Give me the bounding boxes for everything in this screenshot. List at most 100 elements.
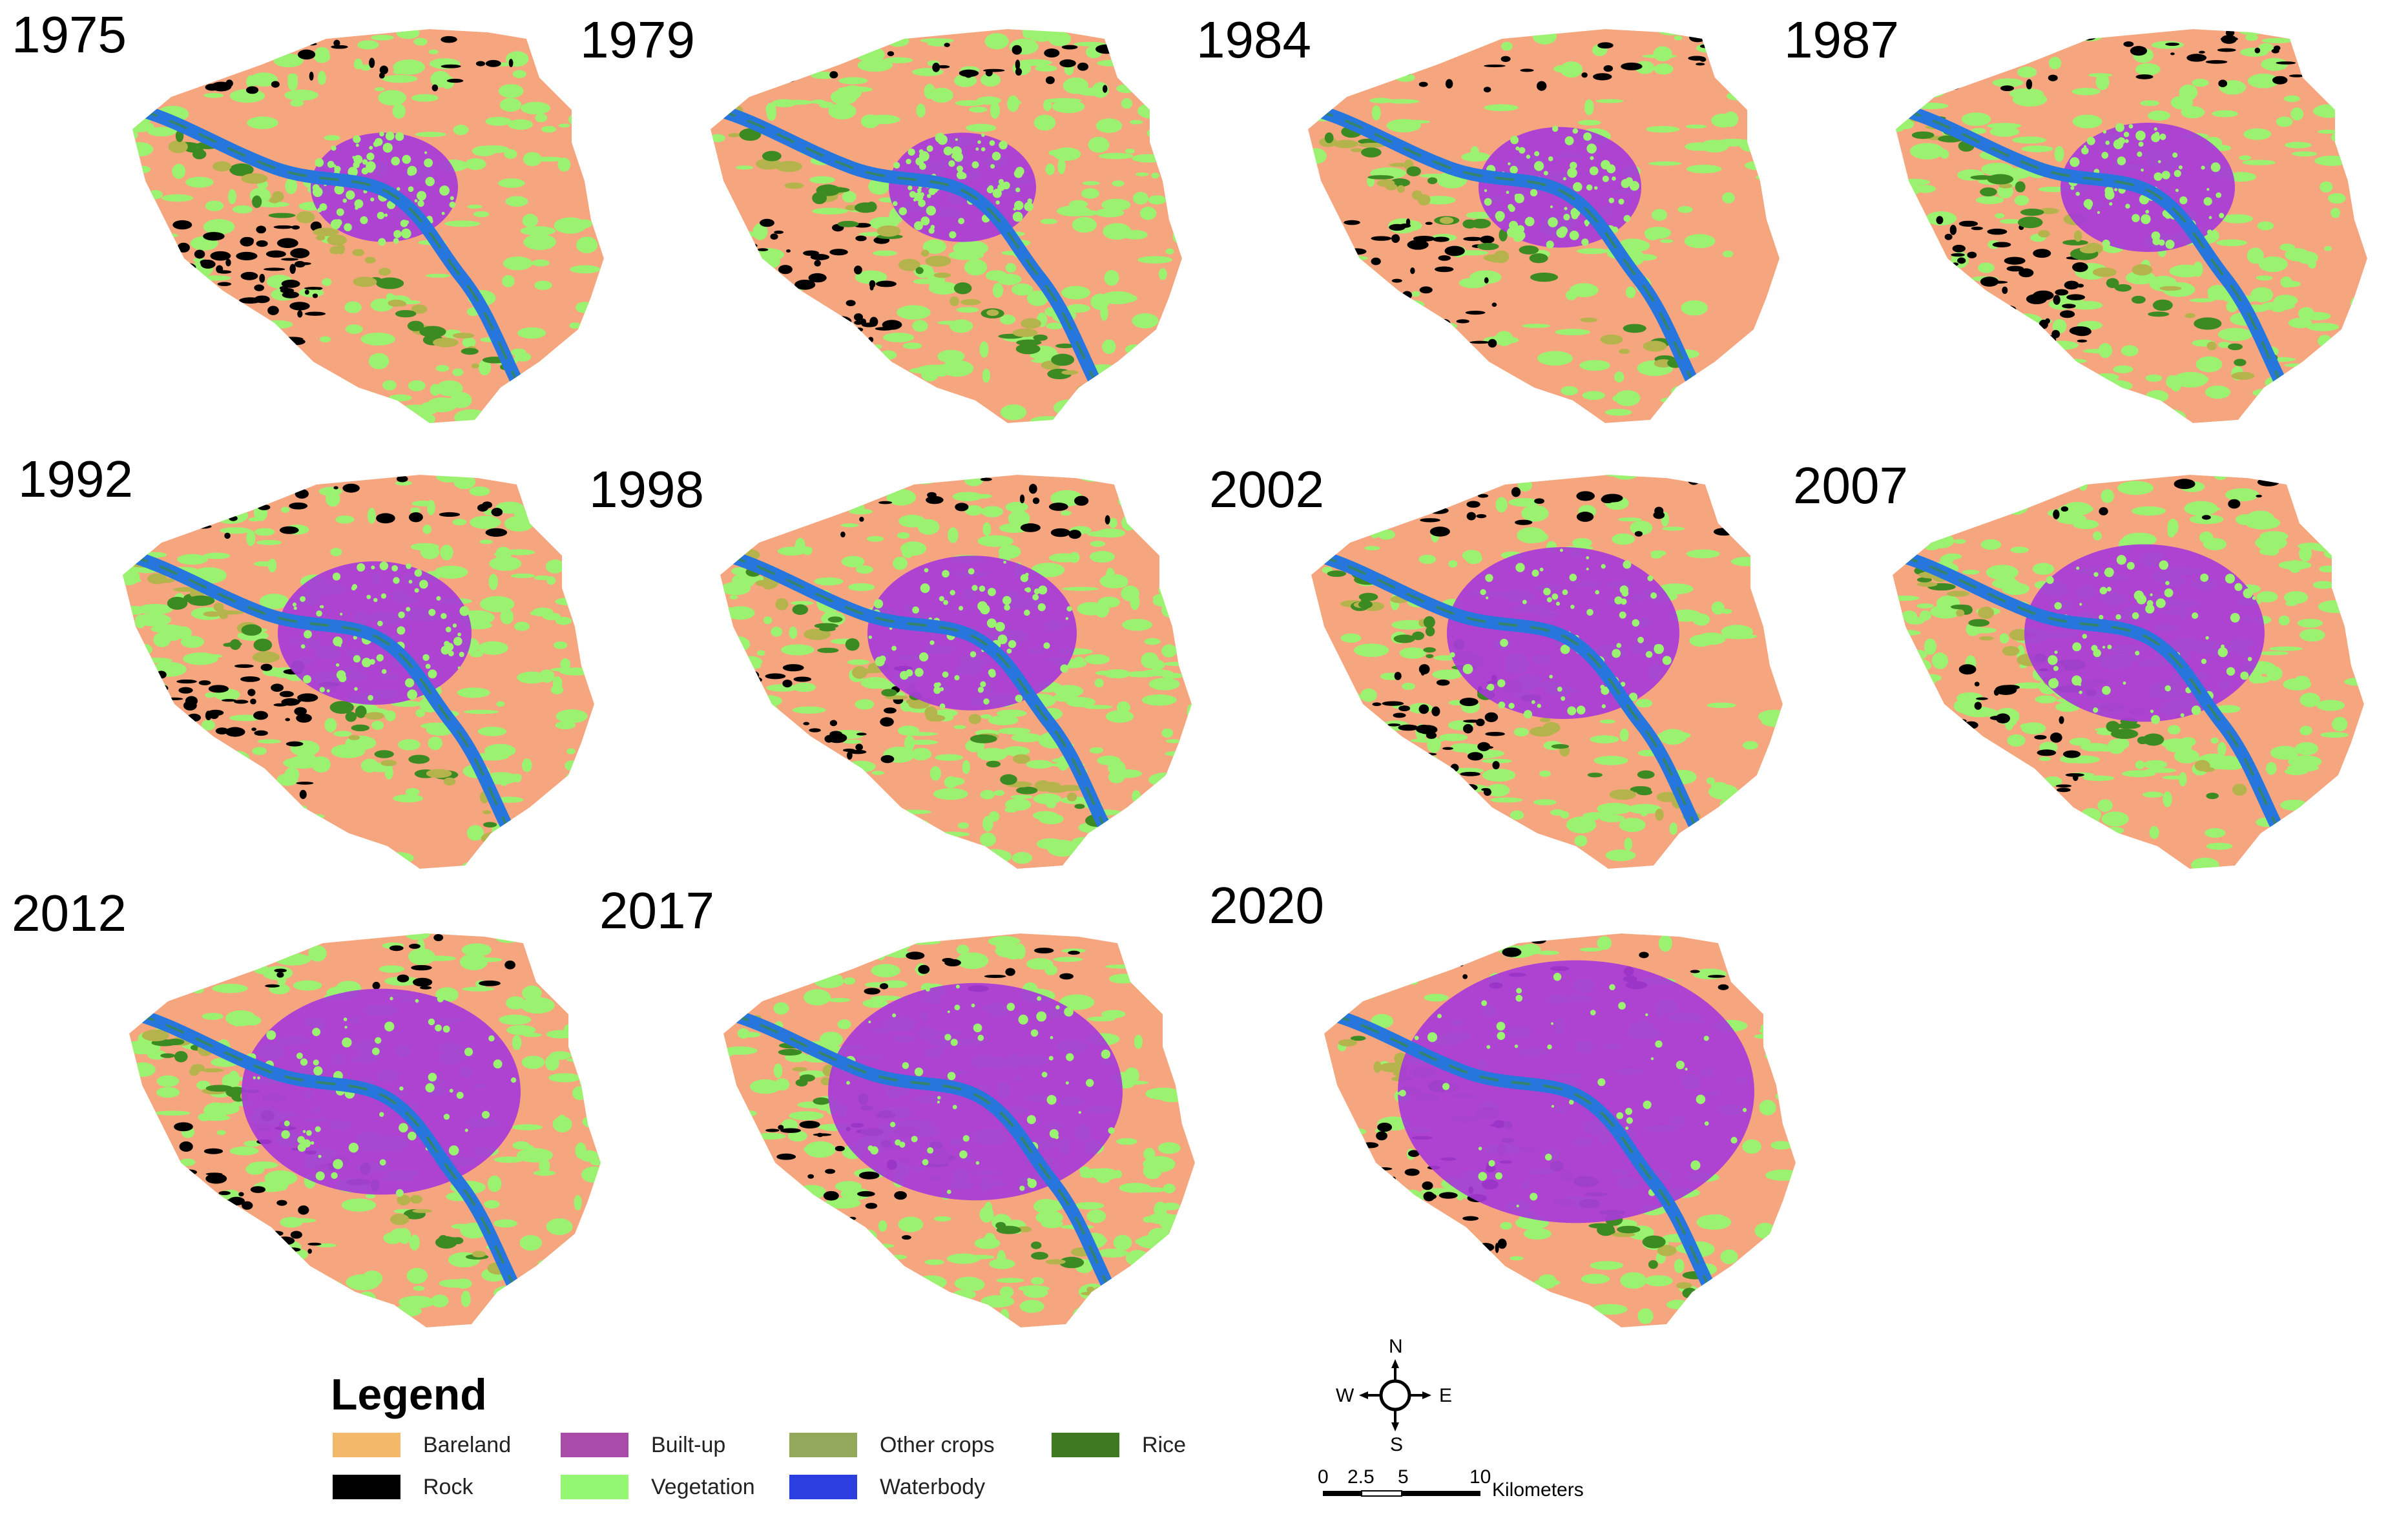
- year-label-1979: 1979: [580, 11, 695, 68]
- vegetation-patch: [1924, 638, 1936, 655]
- vegetation-patch: [1312, 88, 1325, 97]
- vegetation-patch: [1087, 1016, 1116, 1022]
- vegetation-patch: [1925, 866, 1956, 869]
- vegetation-speck: [296, 1052, 303, 1059]
- vegetation-patch: [510, 773, 522, 781]
- vegetation-patch: [883, 57, 913, 64]
- vegetation-patch: [752, 223, 768, 240]
- rock-patch: [1442, 747, 1453, 750]
- vegetation-speck: [995, 621, 1005, 632]
- legend-swatch-rice: [1052, 1433, 1119, 1457]
- rock-patch: [862, 322, 877, 328]
- vegetation-patch: [2032, 563, 2054, 575]
- vegetation-speck: [1038, 585, 1048, 595]
- rock-patch: [1707, 975, 1726, 978]
- vegetation-patch: [1165, 751, 1192, 757]
- vegetation-speck: [2164, 685, 2172, 692]
- vegetation-speck: [397, 626, 406, 635]
- vegetation-patch: [1427, 736, 1441, 753]
- vegetation-patch: [2338, 541, 2356, 554]
- vegetation-patch: [1097, 755, 1121, 765]
- vegetation-patch: [386, 293, 395, 301]
- vegetation-speck: [1539, 567, 1544, 572]
- rock-patch: [727, 256, 749, 264]
- vegetation-speck: [919, 151, 929, 161]
- crop-patch: [313, 227, 339, 236]
- vegetation-speck: [1625, 1126, 1629, 1130]
- rock-patch: [297, 49, 316, 60]
- vegetation-patch: [428, 49, 439, 54]
- vegetation-patch: [1126, 477, 1139, 482]
- map-panel-2017: [723, 933, 1195, 1327]
- crop-patch: [2117, 722, 2141, 729]
- vegetation-patch: [1061, 948, 1086, 953]
- vegetation-patch: [546, 1030, 576, 1039]
- vegetation-patch: [771, 946, 783, 952]
- vegetation-patch: [1308, 242, 1333, 254]
- crop-patch: [165, 1038, 185, 1045]
- rock-patch: [1370, 313, 1389, 320]
- vegetation-patch: [576, 942, 590, 956]
- vegetation-speck: [353, 636, 357, 640]
- vegetation-speck: [379, 1159, 386, 1166]
- rock-patch: [281, 337, 304, 342]
- vegetation-patch: [839, 503, 850, 511]
- vegetation-patch: [980, 73, 1001, 87]
- vegetation-patch: [1141, 669, 1173, 676]
- vegetation-patch: [1424, 755, 1440, 771]
- vegetation-speck: [1632, 619, 1640, 627]
- vegetation-patch: [928, 282, 959, 295]
- rock-patch: [857, 1190, 875, 1197]
- rock-patch: [757, 248, 769, 251]
- vegetation-patch: [130, 655, 152, 660]
- vegetation-patch: [457, 687, 490, 698]
- year-label-2002: 2002: [1209, 461, 1324, 518]
- vegetation-speck: [391, 156, 400, 166]
- vegetation-speck: [2172, 152, 2178, 158]
- vegetation-speck: [1586, 567, 1589, 571]
- crop-patch: [1542, 722, 1561, 734]
- vegetation-speck: [933, 686, 941, 694]
- vegetation-patch: [2033, 418, 2059, 423]
- vegetation-patch: [1174, 1060, 1195, 1074]
- rock-patch: [577, 508, 584, 513]
- legend-swatch-rock: [333, 1475, 400, 1499]
- vegetation-speck: [2252, 596, 2256, 600]
- vegetation-patch: [322, 278, 332, 286]
- vegetation-speck: [353, 154, 363, 165]
- vegetation-patch: [2299, 545, 2312, 562]
- vegetation-patch: [2054, 146, 2064, 162]
- vegetation-patch: [179, 1158, 196, 1167]
- vegetation-patch: [1004, 798, 1032, 811]
- vegetation-patch: [954, 1276, 983, 1291]
- vegetation-patch: [856, 50, 879, 61]
- rock-patch: [294, 707, 307, 716]
- crop-patch: [2106, 278, 2119, 289]
- vegetation-patch: [857, 1229, 877, 1243]
- crop-patch: [2073, 230, 2082, 242]
- rock-patch: [178, 304, 194, 309]
- vegetation-speck: [442, 1025, 450, 1033]
- vegetation-patch: [1101, 198, 1131, 211]
- crop-patch: [2185, 313, 2195, 318]
- vegetation-speck: [971, 1003, 975, 1008]
- vegetation-patch: [735, 1305, 767, 1313]
- vegetation-speck: [366, 594, 371, 599]
- vegetation-patch: [1449, 837, 1468, 853]
- vegetation-patch: [1156, 822, 1180, 836]
- rock-patch: [1506, 477, 1524, 481]
- vegetation-patch: [161, 479, 180, 488]
- vegetation-patch: [1145, 1278, 1171, 1287]
- rock-patch: [1404, 1169, 1420, 1176]
- vegetation-patch: [742, 794, 763, 808]
- vegetation-patch: [1053, 957, 1083, 962]
- vegetation-patch: [227, 404, 236, 421]
- rock-patch: [1347, 248, 1367, 255]
- vegetation-patch: [1934, 325, 1944, 330]
- vegetation-patch: [410, 507, 420, 514]
- vegetation-speck: [959, 1150, 968, 1159]
- vegetation-patch: [142, 233, 178, 238]
- vegetation-patch: [145, 294, 159, 300]
- vegetation-speck: [257, 1076, 260, 1080]
- vegetation-patch: [533, 1170, 556, 1176]
